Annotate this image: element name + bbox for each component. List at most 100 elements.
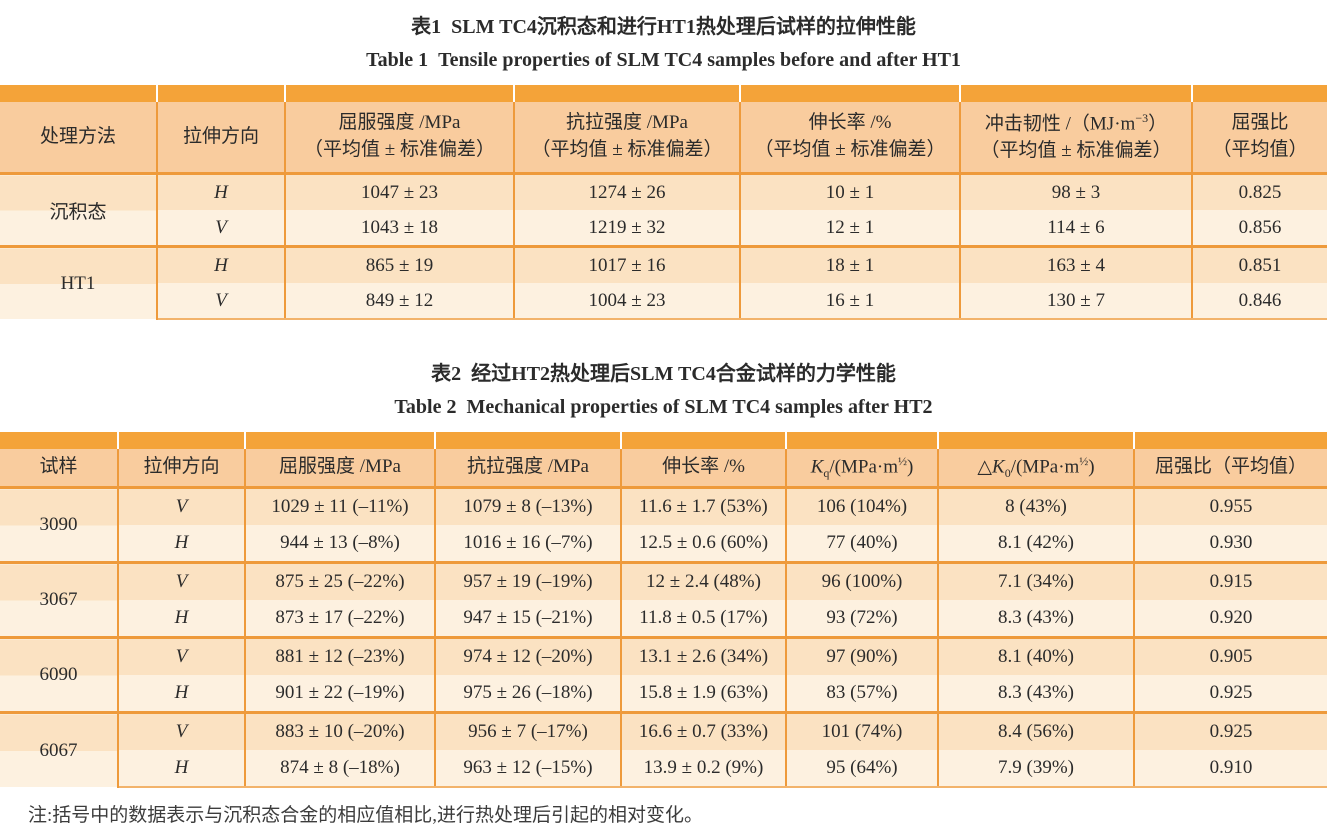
cell: 97 (90%)	[786, 636, 939, 675]
table-row: 6067 V 883 ± 10 (–20%) 956 ± 7 (–17%) 16…	[0, 711, 1327, 787]
cell: 0.856	[1238, 216, 1282, 238]
table-row: V 1043 ± 18 1219 ± 32 12 ± 1 114 ± 6 0.8…	[0, 210, 1327, 247]
t1-header-impact-toughness: 冲击韧性 /（MJ·m−3） （平均值 ± 标准偏差）	[960, 102, 1193, 175]
cell: 98 ± 3	[960, 173, 1193, 210]
cell: 0.915	[1134, 561, 1327, 600]
direction-cell: H	[118, 750, 246, 788]
cell: 18 ± 1	[740, 245, 961, 283]
table1-title-en: Table 1 Tensile properties of SLM TC4 sa…	[366, 49, 961, 71]
group-label: 6090	[0, 636, 119, 713]
cell: 11.8 ± 0.5 (17%)	[621, 600, 787, 638]
cell: 15.8 ± 1.9 (63%)	[621, 675, 787, 713]
table-row: H 873 ± 17 (–22%) 947 ± 15 (–21%) 11.8 ±…	[0, 600, 1327, 638]
cell: 8.1 (42%)	[938, 525, 1135, 563]
table2-title-en: Table 2 Mechanical properties of SLM TC4…	[394, 396, 933, 418]
table-row: 沉积态 H 1047 ± 23 1274 ± 26 10 ± 1 98 ± 3 …	[0, 173, 1327, 247]
cell: 7.9 (39%)	[938, 750, 1135, 788]
cell: 957 ± 19 (–19%)	[435, 561, 622, 600]
direction-cell: V	[118, 487, 246, 525]
cell: 0.846	[1192, 283, 1327, 320]
cell: 0.851	[1192, 245, 1327, 283]
direction-cell: H	[118, 525, 246, 563]
cell: 963 ± 12 (–15%)	[435, 750, 622, 788]
cell: 16 ± 1	[740, 283, 961, 320]
direction-cell: H	[118, 600, 246, 638]
cell: 8.3 (43%)	[938, 675, 1135, 713]
cell: 101 (74%)	[786, 711, 939, 750]
direction-cell: H	[157, 245, 286, 283]
cell: 83 (57%)	[786, 675, 939, 713]
group-label: HT1	[0, 245, 158, 319]
page: 表1 SLM TC4沉积态和进行HT1热处理后试样的拉伸性能 Table 1 T…	[0, 16, 1327, 826]
cell: 0.955	[1209, 496, 1253, 517]
t2-header-yield-strength: 屈服强度 /MPa	[245, 449, 436, 489]
t2-header-elongation: 伸长率 /%	[621, 449, 787, 489]
cell: 0.825	[1238, 181, 1282, 203]
cell: 0.910	[1134, 750, 1327, 788]
cell: 901 ± 22 (–19%)	[245, 675, 436, 713]
table2-header-row: 试样 拉伸方向 屈服强度 /MPa 抗拉强度 /MPa 伸长率 /% Kq/(M…	[0, 449, 1327, 489]
cell: 883 ± 10 (–20%)	[245, 711, 436, 750]
cell: 0.920	[1209, 607, 1253, 628]
cell: 8.3 (43%)	[938, 600, 1135, 638]
cell: 1219 ± 32	[514, 210, 741, 247]
table2: 试样 拉伸方向 屈服强度 /MPa 抗拉强度 /MPa 伸长率 /% Kq/(M…	[0, 432, 1327, 788]
direction-cell: V	[118, 711, 246, 750]
group-label: 3090	[0, 487, 119, 563]
cell: 16.6 ± 0.7 (33%)	[621, 711, 787, 750]
table-row: H 944 ± 13 (–8%) 1016 ± 16 (–7%) 12.5 ± …	[0, 525, 1327, 563]
cell: 881 ± 12 (–23%)	[245, 636, 436, 675]
table-row: 3090 V 1029 ± 11 (–11%) 1079 ± 8 (–13%) …	[0, 487, 1327, 563]
cell: 1047 ± 23	[285, 173, 515, 210]
cell: 974 ± 12 (–20%)	[435, 636, 622, 675]
cell: 874 ± 8 (–18%)	[245, 750, 436, 788]
t1-header-treatment: 处理方法	[0, 102, 158, 175]
table2-top-band	[0, 432, 1327, 449]
t2-header-yield-ratio: 屈强比（平均值）	[1134, 449, 1327, 489]
direction-cell: H	[157, 173, 286, 210]
table-row: V 849 ± 12 1004 ± 23 16 ± 1 130 ± 7 0.84…	[0, 283, 1327, 320]
t1-header-tensile-strength: 抗拉强度 /MPa （平均值 ± 标准偏差）	[514, 102, 741, 175]
cell: 947 ± 15 (–21%)	[435, 600, 622, 638]
cell: 11.6 ± 1.7 (53%)	[621, 487, 787, 525]
table1: 处理方法 拉伸方向 屈服强度 /MPa （平均值 ± 标准偏差） 抗拉强度 /M…	[0, 85, 1327, 320]
direction-cell: V	[157, 210, 286, 247]
cell: 1274 ± 26	[514, 173, 741, 210]
cell: 0.930	[1209, 532, 1253, 553]
cell: 0.925	[1209, 682, 1253, 703]
cell: 1016 ± 16 (–7%)	[435, 525, 622, 563]
t2-header-kq: Kq/(MPa·m½)	[786, 449, 939, 489]
group-label: 3067	[0, 561, 119, 638]
cell: 130 ± 7	[960, 283, 1193, 320]
t1-header-elongation: 伸长率 /% （平均值 ± 标准偏差）	[740, 102, 961, 175]
table-row: 6090 V 881 ± 12 (–23%) 974 ± 12 (–20%) 1…	[0, 636, 1327, 713]
cell: 1029 ± 11 (–11%)	[245, 487, 436, 525]
cell: 865 ± 19	[285, 245, 515, 283]
cell: 93 (72%)	[786, 600, 939, 638]
t1-header-yield-ratio: 屈强比 （平均值）	[1192, 102, 1327, 175]
table2-title-zh: 表2 经过HT2热处理后SLM TC4合金试样的力学性能	[431, 363, 896, 385]
table1-title-zh: 表1 SLM TC4沉积态和进行HT1热处理后试样的拉伸性能	[411, 16, 916, 38]
cell: 12 ± 1	[740, 210, 961, 247]
cell: 10 ± 1	[740, 173, 961, 210]
cell: 1043 ± 18	[285, 210, 515, 247]
cell: 975 ± 26 (–18%)	[435, 675, 622, 713]
table1-header-row: 处理方法 拉伸方向 屈服强度 /MPa （平均值 ± 标准偏差） 抗拉强度 /M…	[0, 102, 1327, 175]
cell: 163 ± 4	[960, 245, 1193, 283]
cell: 114 ± 6	[960, 210, 1193, 247]
cell: 12.5 ± 0.6 (60%)	[621, 525, 787, 563]
direction-cell: V	[157, 283, 286, 320]
group-label: 沉积态	[0, 173, 158, 247]
cell: 873 ± 17 (–22%)	[245, 600, 436, 638]
direction-cell: H	[118, 675, 246, 713]
t2-header-sample: 试样	[0, 449, 119, 489]
cell: 1079 ± 8 (–13%)	[435, 487, 622, 525]
cell: 0.905	[1134, 636, 1327, 675]
direction-cell: V	[118, 561, 246, 600]
t1-header-direction: 拉伸方向	[157, 102, 286, 175]
cell: 944 ± 13 (–8%)	[245, 525, 436, 563]
table2-note: 注:括号中的数据表示与沉积态合金的相应值相比,进行热处理后引起的相对变化。	[28, 805, 704, 826]
cell: 8 (43%)	[938, 487, 1135, 525]
cell: 849 ± 12	[285, 283, 515, 320]
cell: 96 (100%)	[786, 561, 939, 600]
